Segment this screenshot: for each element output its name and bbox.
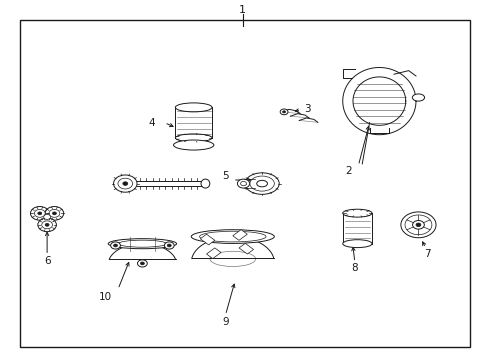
Bar xyxy=(233,230,247,240)
Circle shape xyxy=(111,242,121,249)
Ellipse shape xyxy=(199,231,266,242)
Circle shape xyxy=(164,242,174,249)
Ellipse shape xyxy=(343,240,372,248)
Polygon shape xyxy=(109,244,175,259)
Bar xyxy=(207,248,221,258)
Ellipse shape xyxy=(118,178,133,189)
Text: 6: 6 xyxy=(44,256,50,266)
Ellipse shape xyxy=(241,181,246,186)
Ellipse shape xyxy=(114,175,137,192)
Circle shape xyxy=(141,262,145,265)
Text: 7: 7 xyxy=(424,248,431,258)
Circle shape xyxy=(283,111,286,113)
Circle shape xyxy=(49,210,60,217)
Ellipse shape xyxy=(405,215,432,235)
Circle shape xyxy=(114,244,118,247)
Circle shape xyxy=(44,215,50,220)
Ellipse shape xyxy=(413,221,424,229)
Circle shape xyxy=(280,109,288,115)
Text: 1: 1 xyxy=(239,5,246,15)
Text: 5: 5 xyxy=(222,171,229,181)
Ellipse shape xyxy=(416,223,421,226)
Ellipse shape xyxy=(119,240,166,247)
Circle shape xyxy=(52,212,56,215)
Ellipse shape xyxy=(257,180,268,187)
Ellipse shape xyxy=(108,239,176,249)
Text: 8: 8 xyxy=(352,263,358,273)
Ellipse shape xyxy=(201,179,210,188)
Circle shape xyxy=(45,224,49,226)
Ellipse shape xyxy=(175,103,212,112)
Polygon shape xyxy=(192,237,274,258)
Ellipse shape xyxy=(250,176,274,191)
Ellipse shape xyxy=(191,230,274,243)
Ellipse shape xyxy=(245,173,279,194)
Ellipse shape xyxy=(343,209,372,217)
Circle shape xyxy=(42,221,52,229)
Ellipse shape xyxy=(173,140,214,150)
Text: 2: 2 xyxy=(345,166,352,176)
Bar xyxy=(200,234,215,245)
Text: 4: 4 xyxy=(149,118,155,128)
Ellipse shape xyxy=(238,179,249,188)
Circle shape xyxy=(34,210,45,217)
Circle shape xyxy=(167,244,171,247)
Text: 9: 9 xyxy=(222,317,229,327)
Circle shape xyxy=(45,207,64,220)
Ellipse shape xyxy=(401,212,436,238)
Circle shape xyxy=(30,207,49,220)
Circle shape xyxy=(38,212,42,215)
Ellipse shape xyxy=(175,134,212,142)
Ellipse shape xyxy=(123,182,128,185)
Text: 10: 10 xyxy=(99,292,112,302)
Bar xyxy=(239,243,253,254)
Text: 3: 3 xyxy=(304,104,310,114)
Circle shape xyxy=(38,218,56,231)
Ellipse shape xyxy=(413,94,424,101)
Circle shape xyxy=(138,260,147,267)
